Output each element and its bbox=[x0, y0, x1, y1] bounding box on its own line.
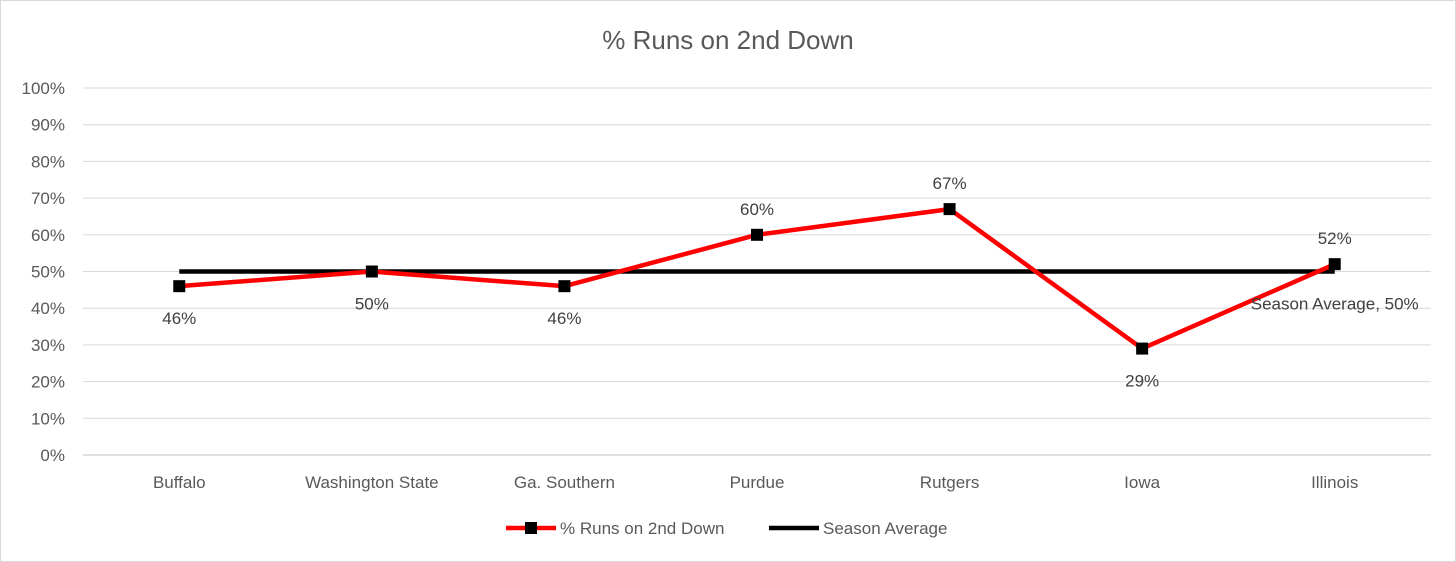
chart-title: % Runs on 2nd Down bbox=[602, 25, 853, 55]
data-label-season-average: Season Average, 50% bbox=[1251, 295, 1419, 314]
x-tick-label-purdue: Purdue bbox=[730, 473, 785, 492]
data-point-ga-southern bbox=[558, 280, 571, 293]
data-label-rutgers: 67% bbox=[933, 174, 967, 193]
data-labels: 46% 50% 46% 60% 67% 29% 52% Season Average, 50% bbox=[162, 174, 1418, 390]
y-tick-label: 80% bbox=[31, 152, 65, 171]
series-markers bbox=[173, 203, 1341, 355]
y-tick-label: 100% bbox=[22, 79, 65, 98]
y-tick-label: 0% bbox=[40, 446, 65, 465]
x-tick-label-rutgers: Rutgers bbox=[920, 473, 980, 492]
y-axis-ticks: 0% 10% 20% 30% 40% 50% 60% 70% 80% 90% 100% bbox=[22, 79, 65, 465]
x-tick-label-buffalo: Buffalo bbox=[153, 473, 206, 492]
y-tick-label: 20% bbox=[31, 373, 65, 392]
data-point-washington-state bbox=[365, 265, 378, 278]
legend-label-runs-on-2nd-down: % Runs on 2nd Down bbox=[560, 519, 724, 538]
legend-label-season-average: Season Average bbox=[823, 519, 947, 538]
legend: % Runs on 2nd Down Season Average bbox=[506, 519, 947, 538]
data-label-purdue: 60% bbox=[740, 200, 774, 219]
data-label-ga-southern: 46% bbox=[547, 309, 581, 328]
y-tick-label: 10% bbox=[31, 409, 65, 428]
y-tick-label: 90% bbox=[31, 116, 65, 135]
data-point-buffalo bbox=[173, 280, 186, 293]
legend-marker-runs-on-2nd-down bbox=[525, 522, 537, 534]
y-tick-label: 40% bbox=[31, 299, 65, 318]
data-label-washington-state: 50% bbox=[355, 295, 389, 314]
x-axis-ticks: Buffalo Washington State Ga. Southern Purdu… bbox=[153, 473, 1358, 492]
data-label-buffalo: 46% bbox=[162, 309, 196, 328]
x-tick-label-iowa: Iowa bbox=[1124, 473, 1160, 492]
data-point-purdue bbox=[751, 228, 763, 241]
x-tick-label-washington-state: Washington State bbox=[305, 473, 439, 492]
x-tick-label-illinois: Illinois bbox=[1311, 473, 1358, 492]
y-tick-label: 70% bbox=[31, 189, 65, 208]
data-point-rutgers bbox=[943, 203, 956, 216]
data-label-illinois: 52% bbox=[1318, 229, 1352, 248]
x-tick-label-ga-southern: Ga. Southern bbox=[514, 473, 615, 492]
data-point-illinois bbox=[1328, 258, 1341, 271]
data-point-iowa bbox=[1136, 342, 1149, 355]
y-tick-label: 50% bbox=[31, 263, 65, 282]
data-label-iowa: 29% bbox=[1125, 372, 1159, 391]
y-tick-label: 60% bbox=[31, 226, 65, 245]
y-tick-label: 30% bbox=[31, 336, 65, 355]
